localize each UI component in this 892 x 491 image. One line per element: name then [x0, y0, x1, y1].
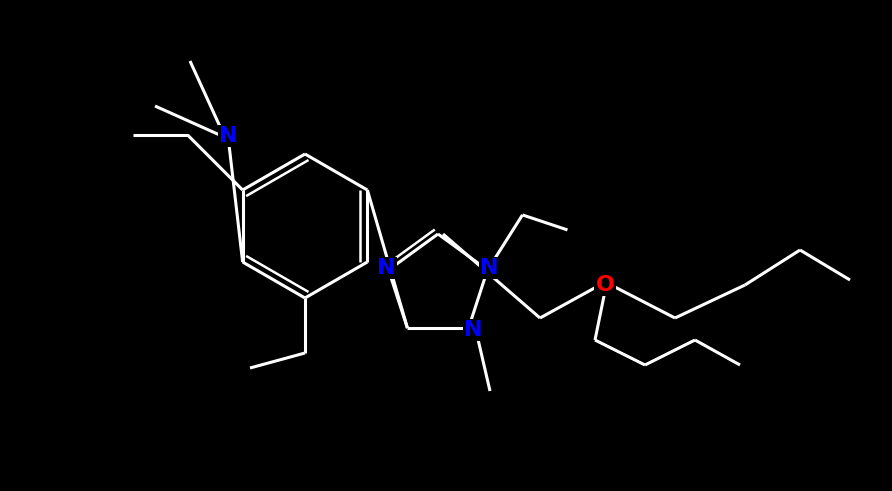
Text: N: N — [219, 126, 237, 146]
Text: N: N — [480, 258, 499, 278]
Text: N: N — [377, 258, 396, 278]
Text: O: O — [596, 275, 615, 295]
Text: N: N — [465, 320, 483, 340]
